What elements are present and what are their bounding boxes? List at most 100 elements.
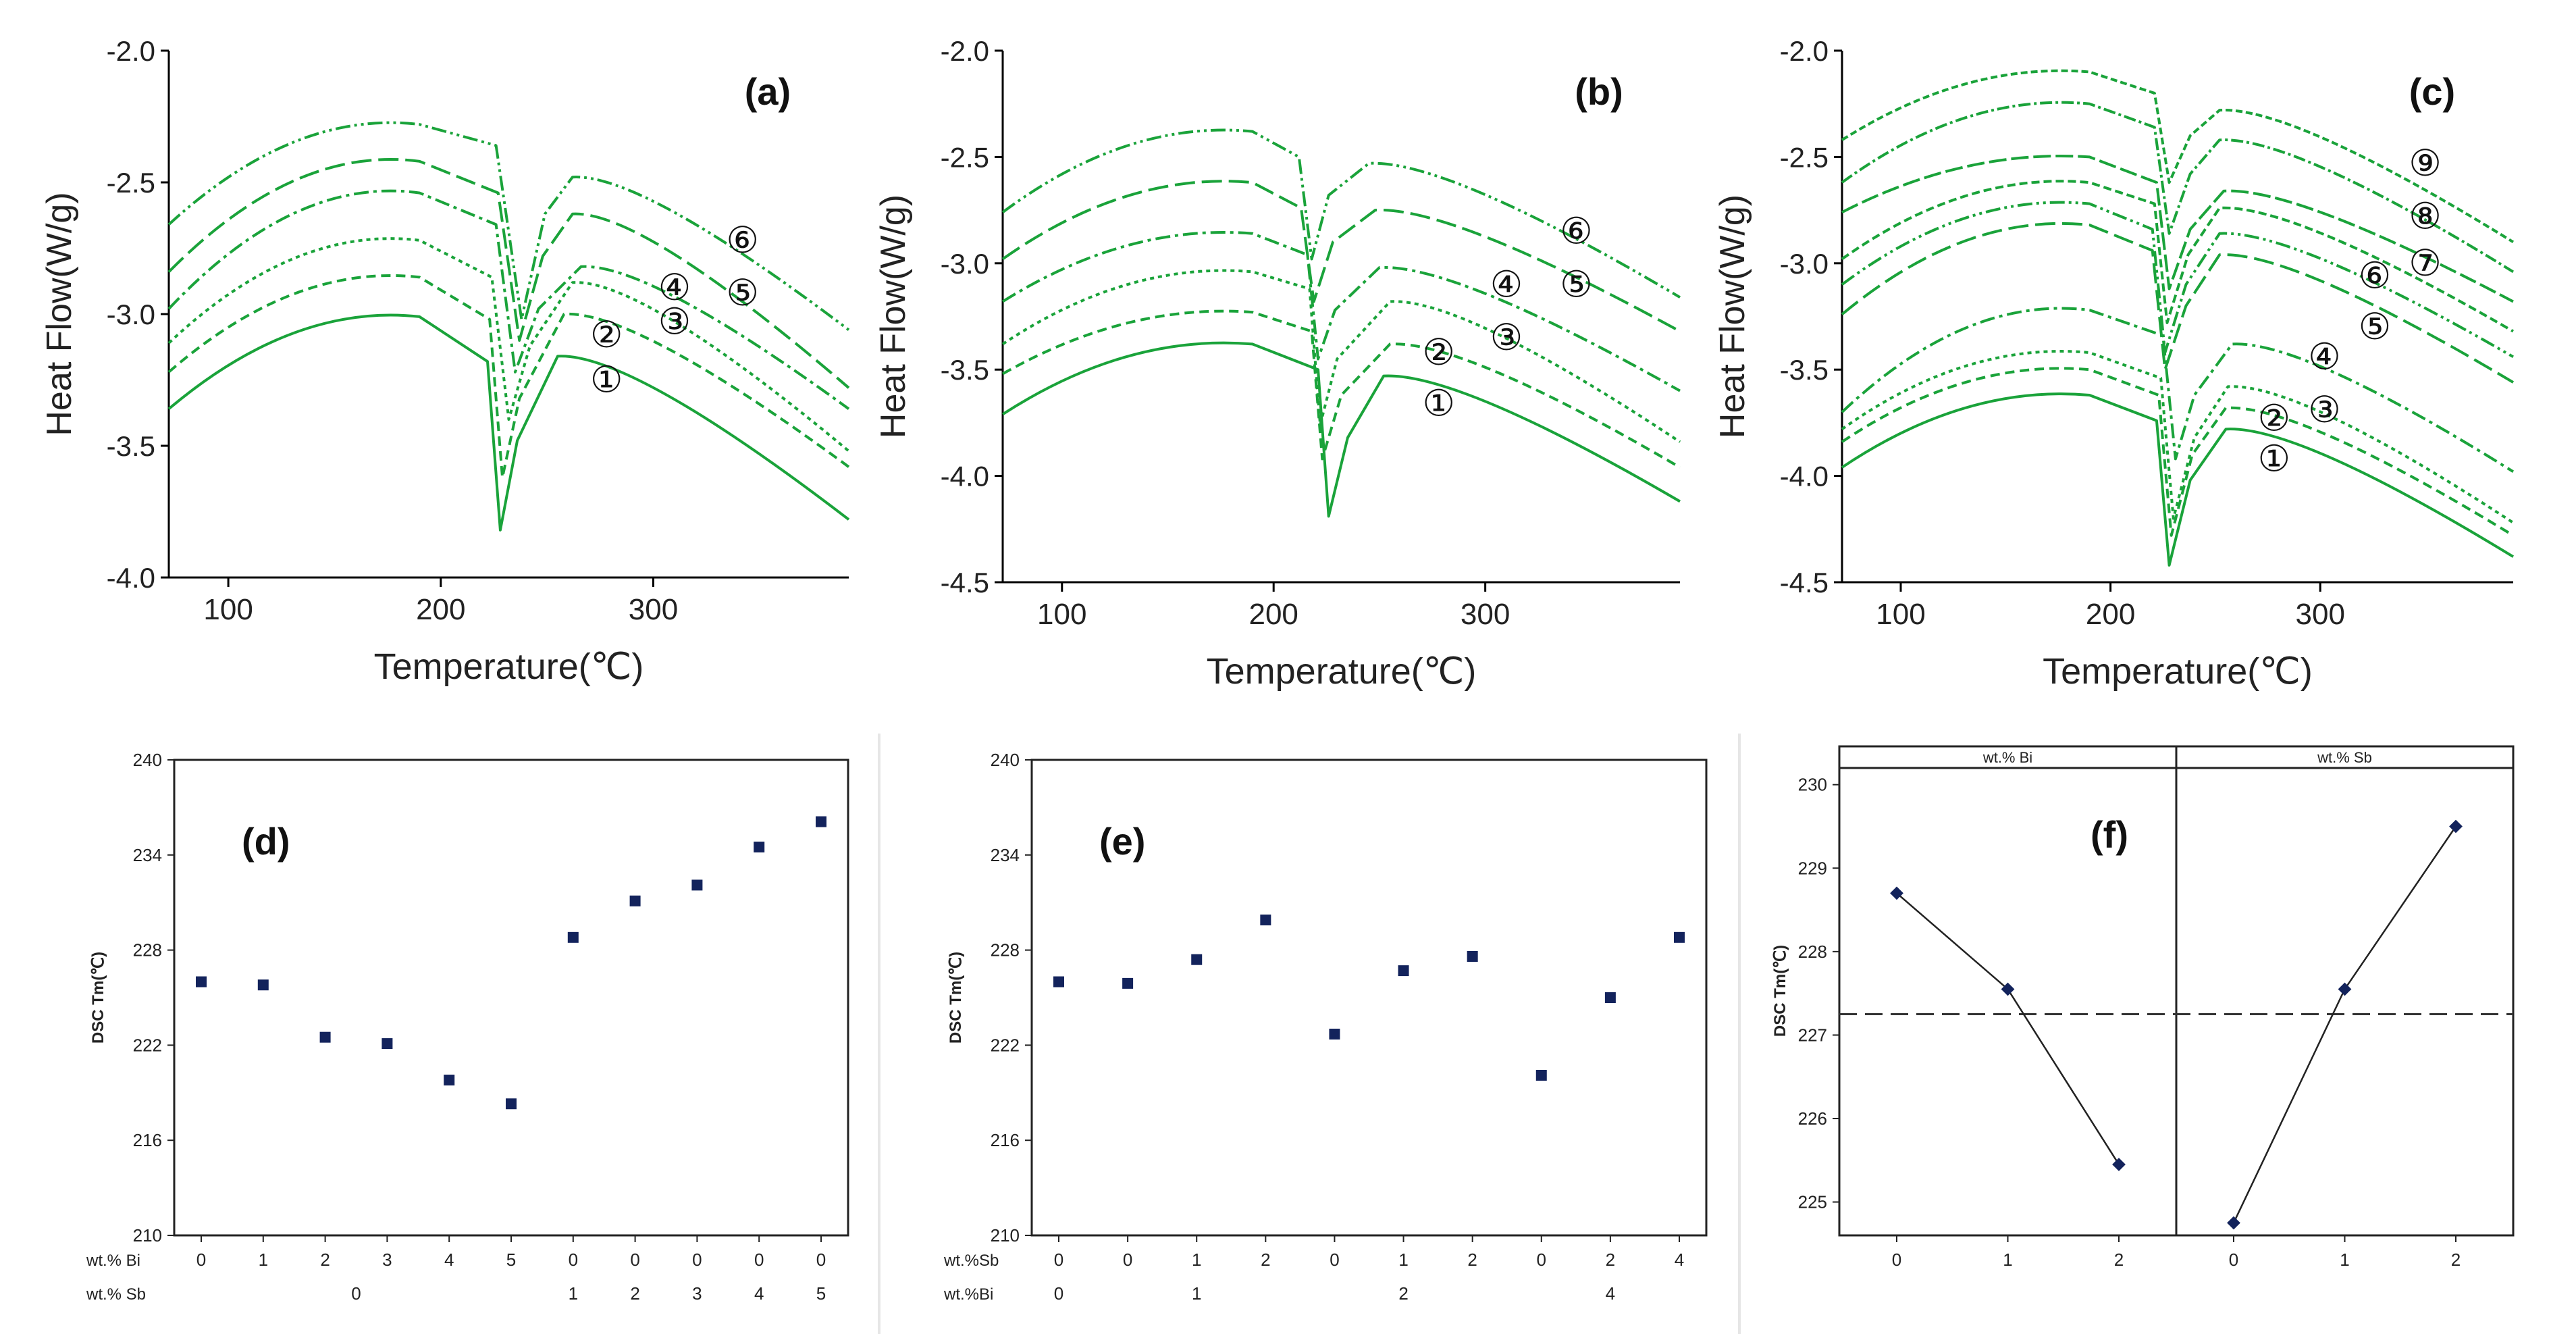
row1-value: 1 [1192,1250,1201,1270]
row1-value: 0 [1330,1250,1339,1270]
row2-value: 5 [816,1283,826,1304]
y-tick-label: 228 [133,940,162,960]
x-axis-title: Temperature(℃) [1207,651,1477,692]
curve-label: ② [1422,331,1454,374]
dsc-curve-10 [1841,69,2515,244]
data-point [1329,1028,1340,1040]
curve-label: ⑥ [2359,255,2391,297]
data-point [257,979,269,991]
x-tick-label: 200 [1248,598,1298,631]
data-point [1674,931,1685,943]
dsc-curve-8 [1841,155,2514,303]
dsc-curve-1 [1841,392,2515,567]
plot-frame [1030,759,1708,1237]
curve-label: ⑦ [2409,242,2441,284]
y-tick-label: 216 [991,1130,1020,1150]
y-tick-label: -4.5 [1780,567,1829,598]
y-tick-label: -3.5 [1780,354,1829,386]
row1-value: 4 [444,1250,454,1270]
row2-value: 4 [754,1283,764,1304]
data-point [196,976,207,987]
curve-label: ② [2258,397,2290,440]
dsc-curve-6 [1841,201,2515,359]
y-tick-label: -2.0 [1780,35,1829,67]
row2-value: 4 [1606,1283,1615,1304]
row1-value: 1 [259,1250,268,1270]
dsc-curve-5 [167,158,850,389]
effect-point [2001,982,2015,996]
dsc-curve-2 [167,274,850,479]
row1-value: 0 [754,1250,764,1270]
data-point [1260,915,1271,926]
row1-value: 0 [816,1250,826,1270]
panel-label: (f) [2091,813,2128,856]
y-tick-label: -2.5 [1780,141,1829,173]
y-tick-label: 234 [991,845,1020,865]
curve-label: ⑤ [726,272,758,314]
x-tick-label: 200 [416,593,465,626]
x-tick-label: 2 [2114,1250,2124,1270]
effect-point [1890,886,1903,900]
row2-value: 0 [351,1283,361,1304]
x-axis-title: Temperature(℃) [374,646,644,687]
effect-point [2338,982,2352,996]
curve-label: ④ [1490,263,1523,305]
row2-value: 1 [1192,1283,1201,1304]
y-tick-label: 216 [133,1130,162,1150]
y-tick-label: -2.5 [941,141,989,173]
y-axis-title: DSC Tm(℃) [89,952,107,1044]
row2-value: 3 [692,1283,702,1304]
row2-value: 1 [569,1283,578,1304]
row1-value: 0 [692,1250,702,1270]
dsc-curve-4 [1841,307,2515,473]
dsc-curve-4 [167,189,850,411]
dsc-curve-3 [167,237,850,453]
y-tick-label: -4.0 [107,562,155,594]
row2-value: 2 [1398,1283,1408,1304]
facet-title: wt.% Bi [1982,749,2032,766]
data-point [1191,954,1203,965]
curve-label: ① [1422,382,1454,425]
dsc-curve-5 [1841,222,2515,384]
y-tick-label: 234 [133,845,162,865]
row2-label: wt.%Bi [943,1285,993,1304]
x-tick-label: 100 [203,593,253,626]
row2-value: 2 [630,1283,639,1304]
y-tick-label: 226 [1798,1108,1827,1129]
data-point [629,895,641,906]
row1-value: 0 [569,1250,578,1270]
row1-value: 3 [382,1250,392,1270]
curve-label: ① [2258,437,2290,480]
data-point [1122,977,1134,989]
y-tick-label: -4.0 [941,461,989,492]
y-tick-label: 228 [991,940,1020,960]
curve-label: ⑥ [1560,210,1592,253]
x-tick-label: 1 [2003,1250,2012,1270]
panel-b: -4.5 -4.0 -3.5 -3.0 -2.5 -2.0 100 200 300 Tempera… [874,35,1681,692]
row1-value: 1 [1398,1250,1408,1270]
y-tick-label: 210 [133,1225,162,1246]
curve-label: ④ [2308,335,2340,378]
x-tick-label: 300 [2296,598,2345,631]
dsc-curve-2 [1002,309,1681,469]
panel-label: (b) [1575,70,1623,113]
dsc-curve-2 [1841,367,2515,537]
x-tick-label: 100 [1876,598,1925,631]
y-tick-label: 240 [133,750,162,770]
curve-label: ① [590,359,623,401]
curve-label: ⑨ [2409,142,2441,184]
curve-label: ⑥ [726,219,758,261]
dsc-curve-1 [1001,341,1681,518]
row1-value: 2 [1261,1250,1270,1270]
panel-label: (c) [2409,70,2455,113]
row1-value: 4 [1675,1250,1684,1270]
y-axis-title: Heat Flow(W/g) [874,195,913,438]
x-axis-title: Temperature(℃) [2043,651,2313,692]
curve-label: ⑧ [2409,195,2441,238]
x-tick-label: 100 [1037,598,1086,631]
curve-label: ③ [1490,316,1523,359]
